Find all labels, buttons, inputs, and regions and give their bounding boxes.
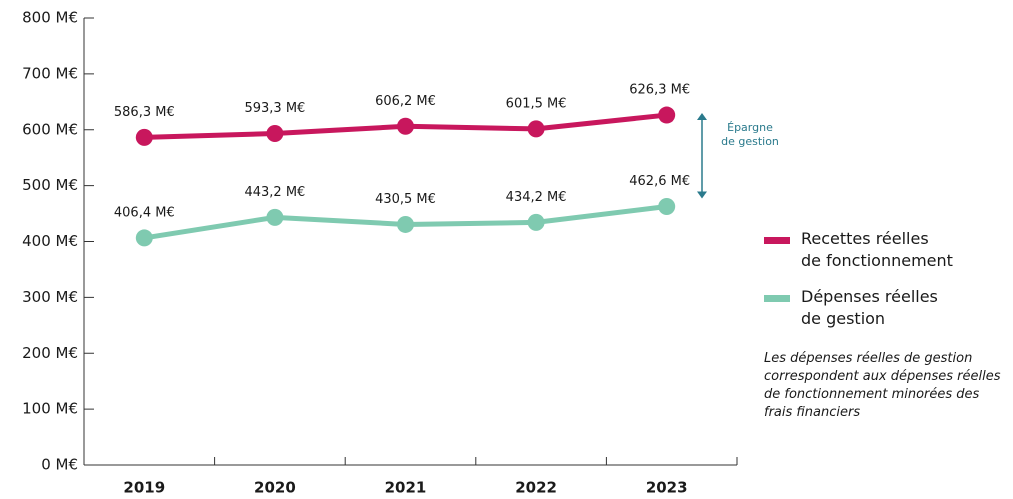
annotation: Épargne de gestion — [721, 121, 779, 148]
data-label: 430,5 M€ — [375, 192, 436, 207]
y-tick-label: 300 M€ — [22, 288, 78, 306]
data-label: 586,3 M€ — [114, 105, 175, 120]
y-tick-label: 800 M€ — [22, 9, 78, 27]
y-tick-label: 0 M€ — [41, 456, 78, 474]
x-tick-label: 2020 — [254, 479, 296, 497]
point — [135, 128, 153, 146]
data-label: 434,2 M€ — [506, 190, 567, 205]
legend-label: Dépenses réelles de gestion — [801, 287, 938, 328]
data-label: 626,3 M€ — [629, 83, 690, 98]
point — [658, 198, 676, 216]
x-tick-label: 2021 — [385, 479, 427, 497]
arrow-head — [697, 113, 707, 121]
data-label: 406,4 M€ — [114, 205, 175, 220]
point — [527, 213, 545, 231]
point — [527, 120, 545, 138]
arrow-head — [697, 191, 707, 199]
y-tick-label: 200 M€ — [22, 344, 78, 362]
data-label: 593,3 M€ — [244, 101, 305, 116]
x-tick-label: 2022 — [515, 479, 557, 497]
data-label: 601,5 M€ — [506, 96, 567, 111]
data-label: 606,2 M€ — [375, 94, 436, 109]
point — [658, 106, 676, 124]
legend-swatch — [764, 237, 790, 244]
data-label: 443,2 M€ — [244, 185, 305, 200]
point — [266, 124, 284, 142]
legend-label: Recettes réelles de fonctionnement — [801, 229, 953, 270]
y-tick-label: 600 M€ — [22, 120, 78, 138]
point — [135, 229, 153, 247]
y-tick-label: 400 M€ — [22, 232, 78, 250]
x-tick-label: 2023 — [646, 479, 688, 497]
y-tick-label: 500 M€ — [22, 176, 78, 194]
y-tick-label: 700 M€ — [22, 64, 78, 82]
point — [397, 215, 414, 233]
x-tick-label: 2019 — [123, 479, 165, 497]
y-tick-label: 100 M€ — [22, 400, 78, 418]
point — [266, 208, 284, 226]
point — [397, 117, 414, 135]
data-label: 462,6 M€ — [629, 174, 690, 189]
note: Les dépenses réelles de gestion correspo… — [764, 351, 1001, 420]
legend-swatch — [764, 295, 790, 302]
